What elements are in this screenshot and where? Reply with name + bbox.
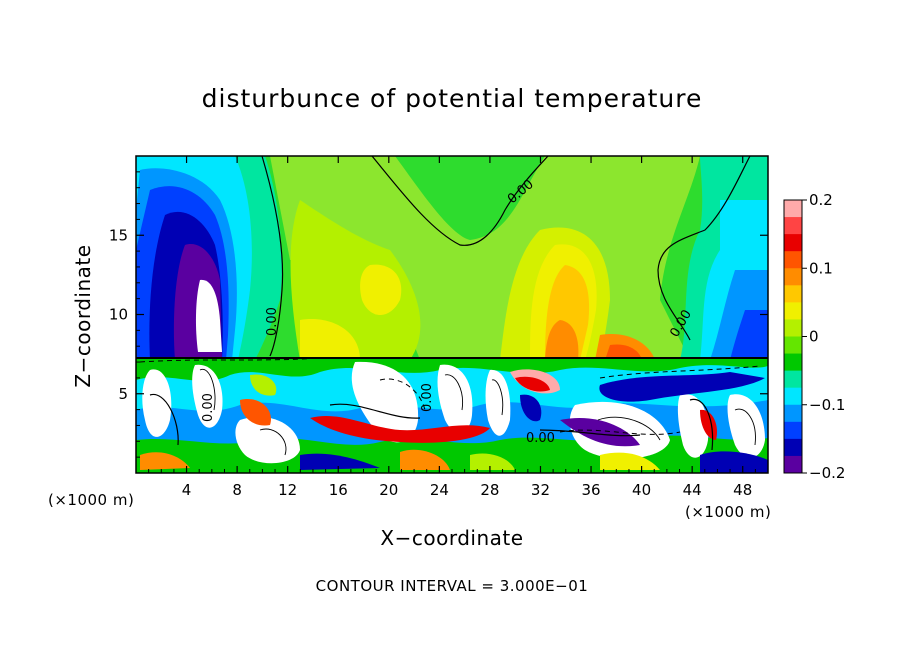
colorbar-swatch <box>784 319 802 337</box>
colorbar-swatch <box>784 353 802 372</box>
colorbar-swatch <box>784 200 802 218</box>
chart-title: disturbunce of potential temperature <box>201 84 703 113</box>
x-tick-label: 12 <box>278 481 297 499</box>
upper-field <box>136 156 768 360</box>
x-axis-label: X−coordinate <box>380 526 524 550</box>
x-tick-label: 4 <box>182 481 192 499</box>
colorbar-swatch <box>784 302 802 320</box>
colorbar-tick-label: 0.1 <box>809 259 833 277</box>
colorbar-swatch <box>784 336 802 355</box>
colorbar-swatch <box>784 387 802 406</box>
x-unit-label-right: (×1000 m) <box>685 503 772 521</box>
colorbar-tick-label: 0.2 <box>809 191 833 209</box>
y-tick-label: 10 <box>109 306 128 324</box>
colorbar-tick-label: 0 <box>809 328 819 346</box>
x-tick-label: 28 <box>480 481 499 499</box>
x-tick-label: 36 <box>581 481 600 499</box>
colorbar-tick-label: −0.1 <box>809 396 845 414</box>
colorbar: 0.2 0.1 0 −0.1 −0.2 <box>783 191 845 482</box>
x-axis-ticks: 4 8 12 16 20 24 28 32 36 40 44 48 <box>148 156 756 499</box>
x-tick-label: 16 <box>329 481 348 499</box>
y-axis-ticks: 5 10 15 <box>109 171 768 458</box>
contour-label: 0.00 <box>265 307 280 336</box>
colorbar-swatch <box>784 285 802 303</box>
contour-interval-note: CONTOUR INTERVAL = 3.000E−01 <box>315 577 589 595</box>
colorbar-swatch <box>784 217 802 235</box>
colorbar-swatch <box>784 455 802 474</box>
positive-contours <box>199 369 756 456</box>
contour-label: 0.00 <box>526 431 555 446</box>
x-tick-label: 20 <box>379 481 398 499</box>
colorbar-tick-label: −0.2 <box>809 464 845 482</box>
x-tick-label: 8 <box>232 481 242 499</box>
x-tick-label: 48 <box>733 481 752 499</box>
x-tick-label: 24 <box>430 481 449 499</box>
colorbar-swatch <box>784 438 802 457</box>
lower-field <box>136 358 768 473</box>
contour-label: 0.00 <box>420 383 435 412</box>
y-tick-label: 15 <box>109 226 128 244</box>
x-tick-label: 40 <box>632 481 651 499</box>
x-tick-label: 32 <box>531 481 550 499</box>
colorbar-swatch <box>784 234 802 252</box>
colorbar-swatch <box>784 404 802 423</box>
x-unit-label-left: (×1000 m) <box>48 491 135 509</box>
x-tick-label: 44 <box>683 481 702 499</box>
colorbar-swatch <box>784 251 802 269</box>
colorbar-swatch <box>784 370 802 389</box>
negative-contours <box>139 358 761 435</box>
colorbar-swatch <box>784 421 802 440</box>
colorbar-swatch <box>784 268 802 286</box>
y-axis-label: Z−coordinate <box>71 244 95 388</box>
contour-label: 0.00 <box>201 393 216 422</box>
y-tick-label: 5 <box>118 385 128 403</box>
zero-contours <box>149 156 751 451</box>
